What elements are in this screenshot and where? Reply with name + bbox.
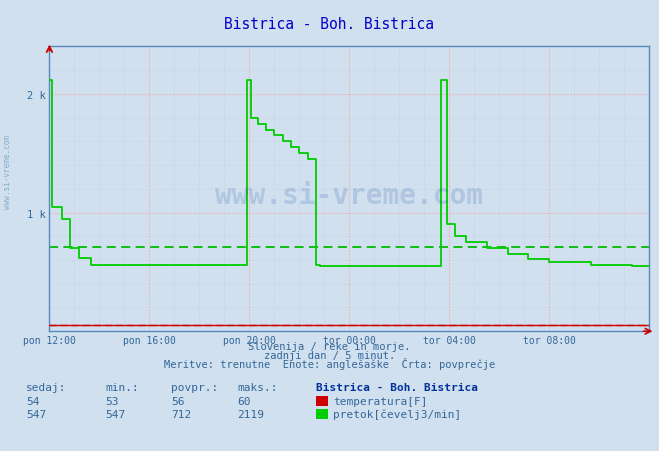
Text: zadnji dan / 5 minut.: zadnji dan / 5 minut. xyxy=(264,350,395,360)
Text: sedaj:: sedaj: xyxy=(26,382,67,392)
Text: 60: 60 xyxy=(237,396,250,405)
Text: min.:: min.: xyxy=(105,382,139,392)
Text: temperatura[F]: temperatura[F] xyxy=(333,396,427,405)
Text: www.si-vreme.com: www.si-vreme.com xyxy=(215,181,483,209)
Text: 547: 547 xyxy=(26,409,47,419)
Text: 2119: 2119 xyxy=(237,409,264,419)
Text: 547: 547 xyxy=(105,409,126,419)
Text: Bistrica - Boh. Bistrica: Bistrica - Boh. Bistrica xyxy=(316,382,478,392)
Text: maks.:: maks.: xyxy=(237,382,277,392)
Text: 56: 56 xyxy=(171,396,185,405)
Text: povpr.:: povpr.: xyxy=(171,382,219,392)
Text: www.si-vreme.com: www.si-vreme.com xyxy=(3,134,13,208)
Text: Bistrica - Boh. Bistrica: Bistrica - Boh. Bistrica xyxy=(225,17,434,32)
Text: Meritve: trenutne  Enote: anglešaške  Črta: povprečje: Meritve: trenutne Enote: anglešaške Črta… xyxy=(164,358,495,369)
Text: Slovenija / reke in morje.: Slovenija / reke in morje. xyxy=(248,341,411,351)
Text: 53: 53 xyxy=(105,396,119,405)
Text: 712: 712 xyxy=(171,409,192,419)
Text: 54: 54 xyxy=(26,396,40,405)
Text: pretok[čevelj3/min]: pretok[čevelj3/min] xyxy=(333,409,461,419)
